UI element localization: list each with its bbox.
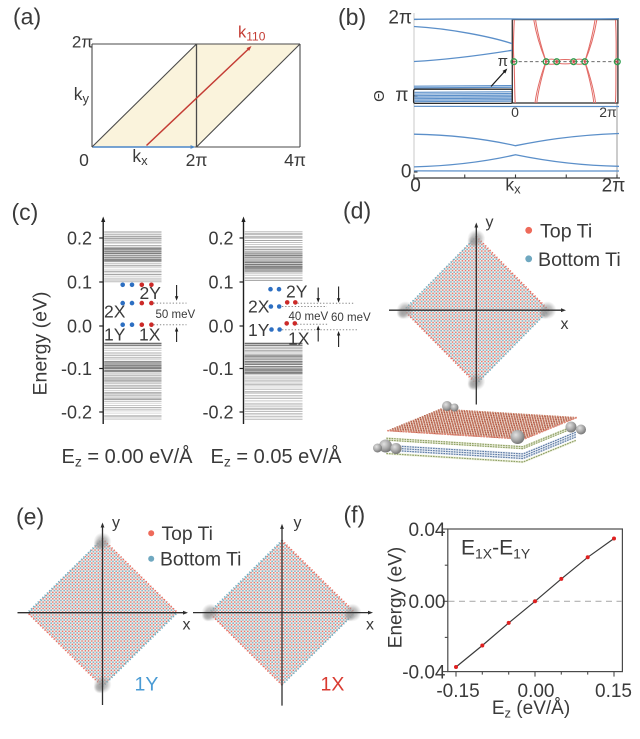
svg-text:π: π <box>498 53 508 70</box>
svg-text:(a): (a) <box>13 4 41 30</box>
svg-text:0.00: 0.00 <box>518 681 555 702</box>
svg-text:0.2: 0.2 <box>208 228 233 248</box>
svg-text:1Y: 1Y <box>135 674 159 696</box>
svg-text:(f): (f) <box>344 502 366 528</box>
svg-text:2π: 2π <box>186 150 208 170</box>
svg-text:-0.1: -0.1 <box>61 359 92 379</box>
svg-text:0.00: 0.00 <box>409 592 446 613</box>
svg-text:Top Ti: Top Ti <box>162 524 213 545</box>
svg-text:0.2: 0.2 <box>67 228 92 248</box>
svg-text:2π: 2π <box>599 104 617 120</box>
svg-text:Top Ti: Top Ti <box>540 221 592 243</box>
svg-text:1Y: 1Y <box>104 325 126 345</box>
svg-text:50 meV: 50 meV <box>156 309 196 321</box>
svg-text:0: 0 <box>79 150 89 170</box>
svg-text:(c): (c) <box>12 199 39 225</box>
svg-text:(b): (b) <box>338 4 366 30</box>
svg-text:y: y <box>294 515 302 532</box>
svg-text:x: x <box>561 316 569 333</box>
svg-text:(d): (d) <box>343 198 371 224</box>
svg-text:2X: 2X <box>104 302 126 322</box>
svg-text:0.0: 0.0 <box>67 316 92 336</box>
svg-text:2π: 2π <box>602 176 626 197</box>
svg-text:-0.04: -0.04 <box>402 663 446 684</box>
svg-text:π: π <box>395 85 408 106</box>
svg-text:0.04: 0.04 <box>409 520 446 541</box>
svg-text:1Y: 1Y <box>248 320 270 340</box>
svg-text:Ez = 0.00 eV/Å: Ez = 0.00 eV/Å <box>62 445 194 470</box>
svg-text:1X: 1X <box>321 674 345 696</box>
svg-text:-0.2: -0.2 <box>61 402 92 422</box>
svg-text:-0.1: -0.1 <box>202 359 233 379</box>
svg-text:Energy (eV): Energy (eV) <box>30 291 52 395</box>
svg-text:Bottom Ti: Bottom Ti <box>538 249 621 271</box>
svg-text:1X: 1X <box>288 329 310 349</box>
svg-text:4π: 4π <box>284 150 306 170</box>
svg-text:60 meV: 60 meV <box>331 312 371 324</box>
svg-text:0.0: 0.0 <box>208 316 233 336</box>
svg-text:Θ: Θ <box>371 90 388 102</box>
svg-text:Bottom Ti: Bottom Ti <box>160 550 241 571</box>
svg-text:2Y: 2Y <box>286 282 308 302</box>
svg-text:1X: 1X <box>139 325 161 345</box>
svg-text:0: 0 <box>401 162 412 183</box>
svg-text:0.1: 0.1 <box>208 272 233 292</box>
svg-text:40 meV: 40 meV <box>289 311 329 323</box>
svg-text:2Y: 2Y <box>140 283 162 303</box>
svg-text:Ez = 0.05 eV/Å: Ez = 0.05 eV/Å <box>211 445 343 470</box>
svg-text:(e): (e) <box>16 504 44 530</box>
svg-text:2X: 2X <box>248 297 270 317</box>
svg-text:0.15: 0.15 <box>595 681 632 702</box>
svg-text:y: y <box>486 214 494 231</box>
svg-text:Energy (eV): Energy (eV) <box>386 547 407 648</box>
svg-text:x: x <box>366 617 374 634</box>
svg-text:2π: 2π <box>72 33 93 52</box>
svg-text:0: 0 <box>511 104 519 120</box>
svg-text:-0.2: -0.2 <box>202 402 233 422</box>
svg-text:Ez (eV/Å): Ez (eV/Å) <box>492 698 570 721</box>
svg-text:y: y <box>112 515 120 532</box>
svg-text:x: x <box>183 617 191 634</box>
svg-text:2π: 2π <box>388 8 412 29</box>
svg-text:0.1: 0.1 <box>67 272 92 292</box>
svg-text:0: 0 <box>410 176 421 197</box>
svg-text:-0.15: -0.15 <box>436 681 479 702</box>
